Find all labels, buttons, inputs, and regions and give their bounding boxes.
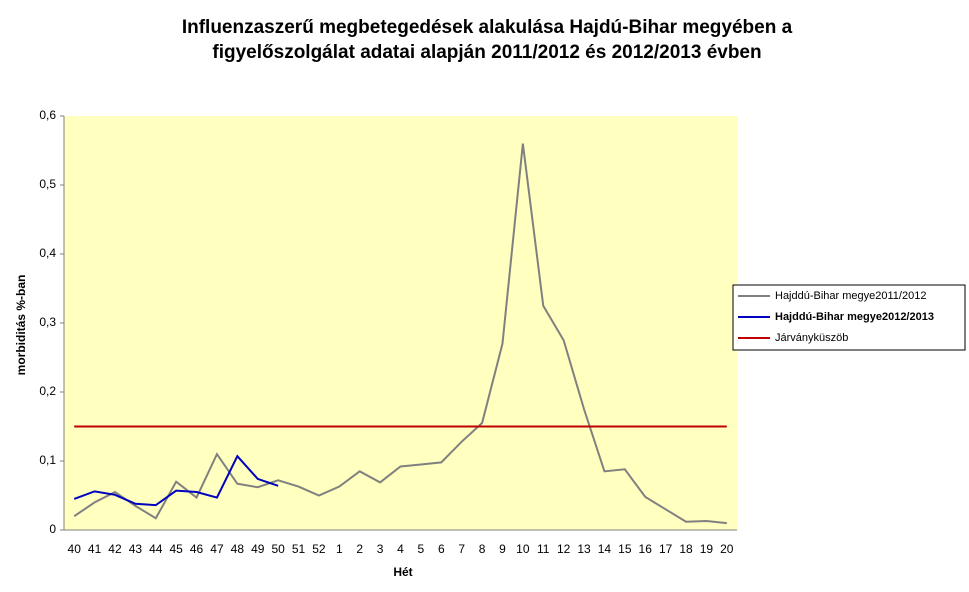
x-tick-label: 42 <box>108 542 122 556</box>
chart-title: figyelőszolgálat adatai alapján 2011/201… <box>212 42 761 63</box>
y-tick-label: 0,1 <box>39 453 56 467</box>
x-tick-label: 2 <box>356 542 363 556</box>
x-tick-label: 40 <box>68 542 82 556</box>
y-tick-label: 0,5 <box>39 177 56 191</box>
x-tick-label: 14 <box>598 542 612 556</box>
x-tick-label: 12 <box>557 542 571 556</box>
series-line <box>73 454 279 507</box>
y-axis-title: morbiditás %-ban <box>14 275 28 376</box>
x-tick-label: 41 <box>88 542 102 556</box>
series-line <box>73 143 727 525</box>
x-tick-label: 6 <box>438 542 445 556</box>
legend-label: Hajddú-Bihar megye2011/2012 <box>775 290 926 302</box>
x-tick-label: 52 <box>312 542 326 556</box>
x-tick-label: 17 <box>659 542 673 556</box>
x-tick-label: 48 <box>231 542 245 556</box>
x-tick-label: 45 <box>169 542 183 556</box>
x-tick-label: 13 <box>577 542 591 556</box>
x-tick-label: 4 <box>397 542 404 556</box>
y-tick-label: 0,4 <box>39 246 56 260</box>
y-tick-label: 0,6 <box>39 108 56 122</box>
x-tick-label: 49 <box>251 542 265 556</box>
y-tick-label: 0,2 <box>39 384 56 398</box>
x-tick-label: 47 <box>210 542 224 556</box>
y-tick-label: 0,3 <box>39 315 56 329</box>
x-tick-label: 3 <box>377 542 384 556</box>
x-axis-title: Hét <box>393 565 412 579</box>
x-tick-label: 43 <box>129 542 143 556</box>
x-tick-label: 11 <box>537 542 550 556</box>
x-tick-label: 44 <box>149 542 163 556</box>
x-tick-label: 1 <box>336 542 343 556</box>
x-tick-label: 46 <box>190 542 204 556</box>
legend-label: Járványküszöb <box>775 332 848 344</box>
x-tick-label: 20 <box>720 542 734 556</box>
x-tick-label: 5 <box>418 542 425 556</box>
x-tick-label: 15 <box>618 542 632 556</box>
x-tick-label: 18 <box>679 542 693 556</box>
x-tick-label: 9 <box>499 542 506 556</box>
x-tick-label: 8 <box>479 542 486 556</box>
y-tick-label: 0 <box>49 522 56 536</box>
plot-area <box>64 116 737 530</box>
chart-title: Influenzaszerű megbetegedések alakulása … <box>182 17 793 38</box>
x-tick-label: 7 <box>458 542 465 556</box>
legend-box <box>732 284 966 351</box>
x-tick-label: 51 <box>292 542 306 556</box>
legend-label: Hajddú-Bihar megye2012/2013 <box>775 311 934 323</box>
x-tick-label: 19 <box>700 542 714 556</box>
x-tick-label: 10 <box>516 542 530 556</box>
x-tick-label: 50 <box>271 542 285 556</box>
x-tick-label: 16 <box>639 542 653 556</box>
